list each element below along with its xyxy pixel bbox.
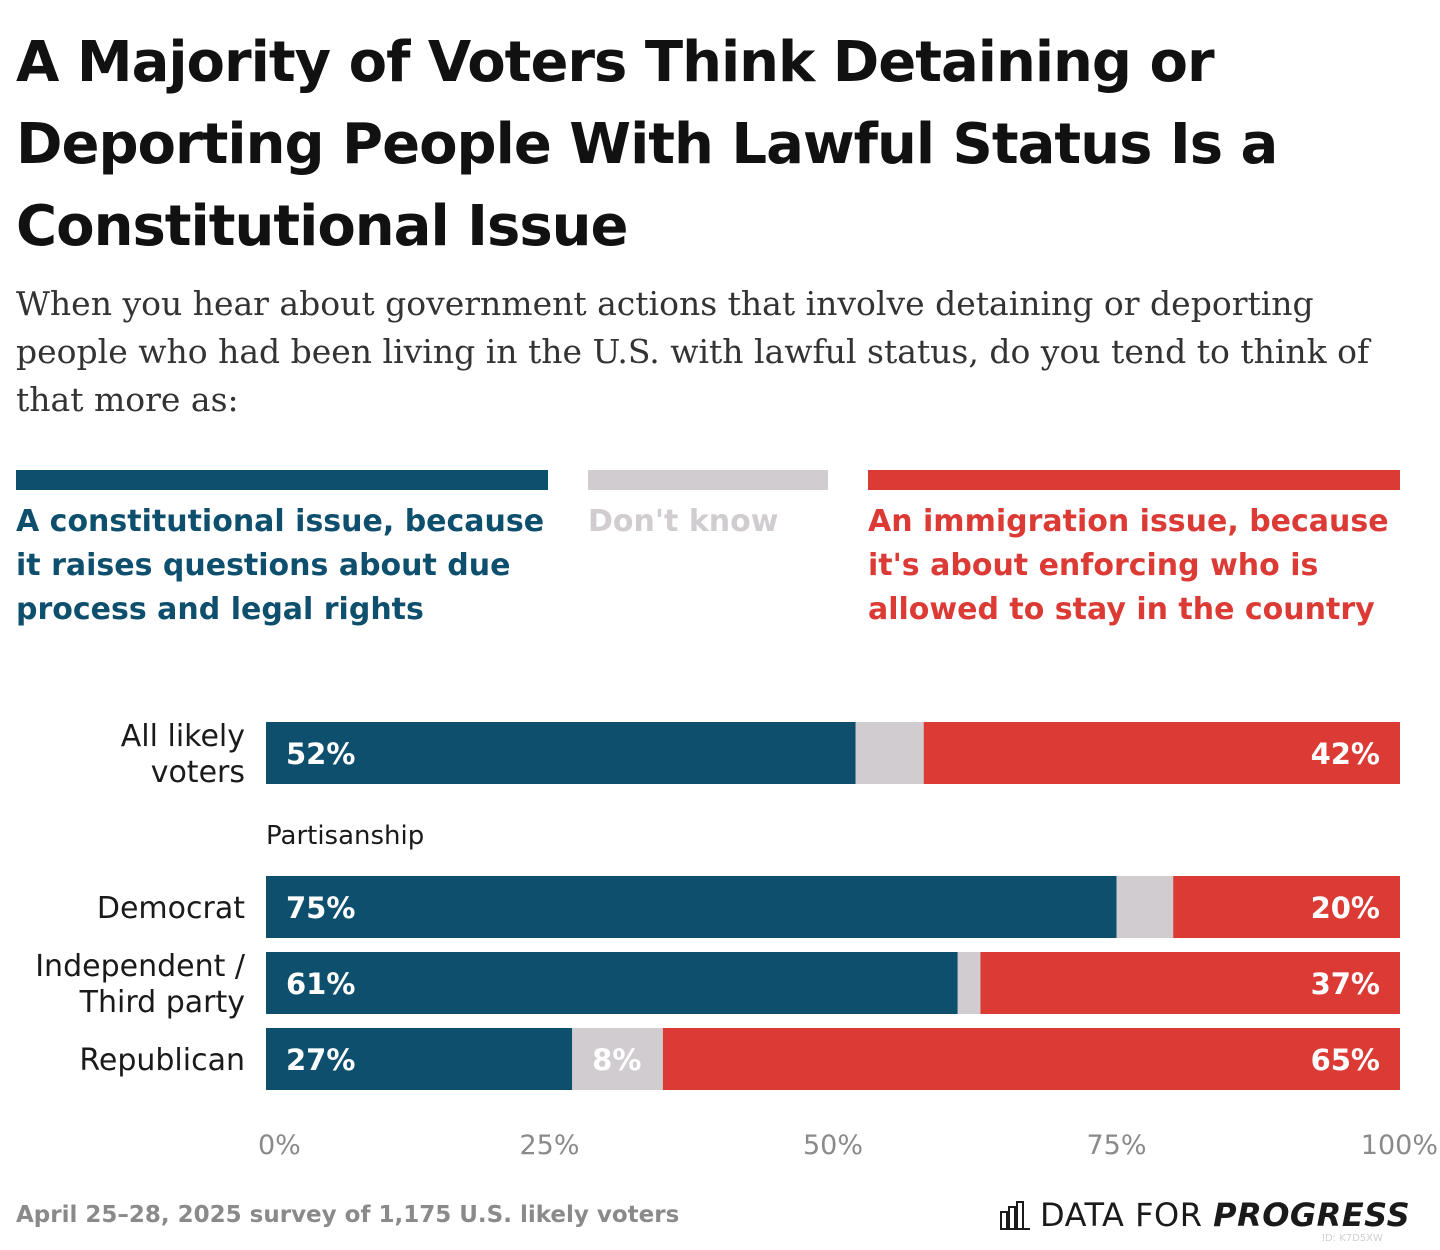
data-for-progress-logo: DATA FOR PROGRESS <box>1000 1196 1410 1234</box>
stacked-bar-chart: All likely voters 52% 42% Democrat 75% 20% Inde… <box>35 719 1438 1161</box>
row-label: All likely voters <box>121 719 245 790</box>
chart-title: A Majority of Voters Think Detaining or … <box>16 30 1278 259</box>
x-tick-label: 50% <box>803 1130 863 1161</box>
bar-segment-dont-know <box>1116 876 1174 938</box>
row-label: Independent / Third party <box>35 949 246 1020</box>
data-label-constitutional: 75% <box>286 891 355 925</box>
x-tick-label: 25% <box>519 1130 579 1161</box>
data-label-dont-know: 8% <box>592 1043 641 1077</box>
legend-swatch-dont-know <box>588 470 828 490</box>
data-label-immigration: 20% <box>1311 891 1380 925</box>
data-label-immigration: 65% <box>1311 1043 1380 1077</box>
bar-segment-dont-know <box>957 952 981 1014</box>
legend-item-constitutional: A constitutional issue, because it raise… <box>16 470 548 632</box>
row-label: Democrat <box>97 891 245 926</box>
legend-label-dont-know: Don't know <box>588 504 779 539</box>
group-label: Partisanship <box>266 821 424 851</box>
logo-bold: PROGRESS <box>1213 1196 1411 1234</box>
x-tick-label: 0% <box>258 1130 301 1161</box>
legend-label-constitutional: A constitutional issue, because it raise… <box>16 504 545 627</box>
row-label: Republican <box>79 1043 245 1078</box>
bar-segment-dont-know <box>855 722 924 784</box>
logo-text: DATA FOR PROGRESS <box>1040 1196 1410 1234</box>
logo-prefix: DATA FOR <box>1040 1196 1203 1234</box>
legend-swatch-immigration <box>868 470 1400 490</box>
legend-label-immigration: An immigration issue, because it's about… <box>868 504 1389 627</box>
footer-note: April 25–28, 2025 survey of 1,175 U.S. l… <box>16 1202 680 1228</box>
legend-swatch-constitutional <box>16 470 548 490</box>
bar-chart-icon <box>1000 1201 1030 1230</box>
data-label-immigration: 37% <box>1311 967 1380 1001</box>
x-tick-label: 100% <box>1361 1130 1438 1161</box>
bar-segment-constitutional <box>266 876 1117 938</box>
bar-segment-immigration <box>662 1028 1400 1090</box>
data-label-constitutional: 61% <box>286 967 355 1001</box>
bar-segment-dont-know <box>572 1028 663 1090</box>
logo-id: ID: K7D5XW <box>1322 1233 1383 1244</box>
data-label-immigration: 42% <box>1311 737 1380 771</box>
data-label-constitutional: 52% <box>286 737 355 771</box>
data-label-constitutional: 27% <box>286 1043 355 1077</box>
bar-segment-immigration <box>980 952 1400 1014</box>
bar-segment-constitutional <box>266 722 856 784</box>
bar-segment-constitutional <box>266 952 958 1014</box>
x-tick-label: 75% <box>1086 1130 1146 1161</box>
chart-subtitle: When you hear about government actions t… <box>16 284 1370 419</box>
legend-item-immigration: An immigration issue, because it's about… <box>868 470 1400 632</box>
legend-item-dont-know: Don't know <box>588 470 828 544</box>
bar-segment-immigration <box>1173 876 1400 938</box>
bar-segment-immigration <box>923 722 1400 784</box>
bar-segment-constitutional <box>266 1028 573 1090</box>
